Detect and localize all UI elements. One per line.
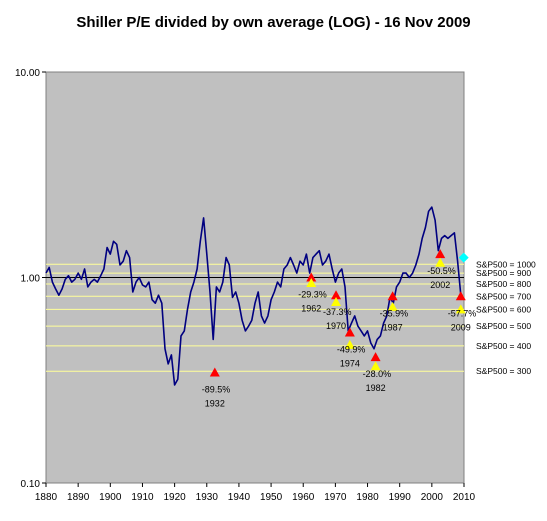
drop-label: -29.3% [298,290,327,300]
marker-triangle [306,272,317,282]
x-tick-label: 2010 [453,492,476,503]
year-label: 1962 [301,304,321,314]
current-point-marker [458,252,469,263]
marker-triangle [344,327,355,337]
y-tick-label: 1.00 [21,274,41,285]
marker-triangle [209,367,220,377]
marker-triangle [344,339,355,349]
x-tick-label: 1950 [260,492,283,503]
year-label: 2009 [451,322,471,332]
marker-triangle [331,296,342,306]
x-tick-label: 1920 [163,492,186,503]
marker-triangle [455,291,466,301]
marker-triangle [387,291,398,301]
year-label: 1932 [205,398,225,408]
level-label: S&P500 = 800 [476,279,531,289]
x-tick-label: 1990 [389,492,412,503]
x-tick-label: 1970 [324,492,347,503]
chart-title: Shiller P/E divided by own average (LOG)… [76,14,471,31]
level-label: S&P500 = 500 [476,321,531,331]
x-tick-label: 1980 [356,492,379,503]
marker-triangle [370,361,381,371]
drop-label: -57.7% [448,308,477,318]
level-label: S&P500 = 900 [476,268,531,278]
x-tick-label: 1900 [99,492,122,503]
y-tick-label: 0.10 [21,479,41,490]
year-label: 1987 [383,322,403,332]
drop-label: -35.9% [380,308,409,318]
y-tick-label: 10.00 [15,68,40,79]
marker-triangle [306,278,317,288]
year-label: 1982 [366,383,386,393]
year-label: 1974 [340,358,360,368]
level-label: S&P500 = 600 [476,304,531,314]
drop-label: -37.3% [323,307,352,317]
marker-triangle [331,290,342,300]
drop-label: -49.9% [337,344,366,354]
x-tick-label: 1890 [67,492,90,503]
x-tick-label: 1880 [35,492,58,503]
year-label: 2002 [430,280,450,290]
x-tick-label: 1910 [131,492,154,503]
drop-label: -89.5% [202,384,231,394]
marker-triangle [387,301,398,311]
level-label: S&P500 = 300 [476,366,531,376]
level-label: S&P500 = 700 [476,291,531,301]
marker-triangle [370,352,381,362]
marker-triangle [435,257,446,267]
drop-label: -50.5% [427,266,456,276]
marker-triangle [455,304,466,314]
marker-triangle [435,249,446,259]
x-tick-label: 2000 [421,492,444,503]
x-tick-label: 1960 [292,492,315,503]
x-tick-label: 1940 [228,492,251,503]
year-label: 1970 [326,321,346,331]
level-label: S&P500 = 1000 [476,259,536,269]
level-label: S&P500 = 400 [476,341,531,351]
x-tick-label: 1930 [196,492,219,503]
drop-label: -28.0% [363,369,392,379]
